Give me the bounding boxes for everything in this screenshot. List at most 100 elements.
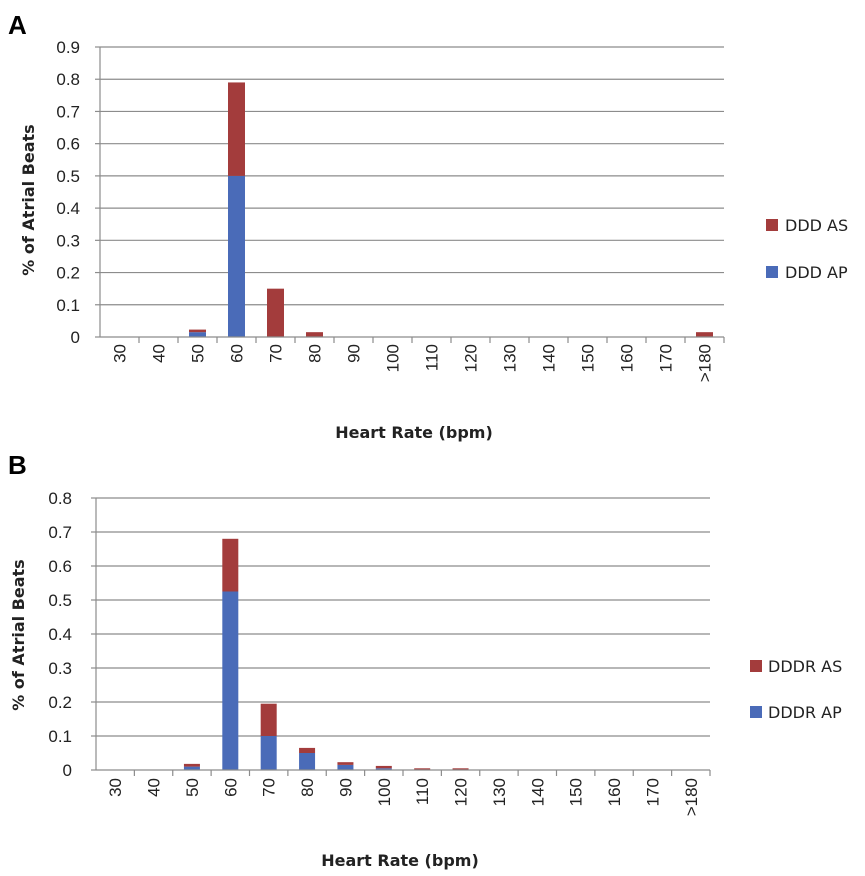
legend: DDD AS DDD AP <box>766 216 848 282</box>
panel-a: A 0 0.1 0.2 0.3 0.4 0.5 0.6 0.7 0.8 0.9 30 40 50 60 7… <box>8 10 848 442</box>
y-tick-label: 0.8 <box>48 489 72 508</box>
x-tick-label: 110 <box>423 344 442 371</box>
y-tick-label: 0.5 <box>48 591 72 610</box>
x-tick-label: 170 <box>643 778 662 806</box>
bar-as-60 <box>222 538 239 592</box>
x-axis-title: Heart Rate (bpm) <box>321 851 479 870</box>
bar-as-90 <box>337 762 354 765</box>
x-tick-label: 50 <box>189 344 208 363</box>
x-tick-label: 60 <box>221 778 240 797</box>
y-tick-label: 0.2 <box>48 693 72 712</box>
bars <box>189 82 713 337</box>
x-tick-label: 40 <box>150 344 169 363</box>
bar-ap-80 <box>299 753 316 770</box>
panel-label: A <box>8 10 27 40</box>
x-tick-label: 140 <box>528 778 547 806</box>
y-tick-label: 0.4 <box>48 625 72 644</box>
x-tick-label: 70 <box>267 344 286 363</box>
bar-as->180 <box>696 332 713 337</box>
bar-ap-60 <box>222 591 239 770</box>
panel-label: B <box>8 450 27 480</box>
x-tick-label: 120 <box>462 344 481 372</box>
bar-ap-60 <box>228 175 245 337</box>
x-tick-label: 160 <box>605 778 624 806</box>
grid-lines <box>96 497 710 737</box>
x-tick-label: 110 <box>413 778 432 805</box>
x-tick-label: 120 <box>452 778 471 806</box>
x-tick-label: 130 <box>490 778 509 806</box>
x-tick-label: 30 <box>106 778 125 797</box>
legend-swatch-as <box>766 219 778 231</box>
x-tick-labels: 30 40 50 60 70 80 90 100 110 120 130 140 150 160 170 >1… <box>111 344 715 382</box>
y-tick-label: 0.7 <box>48 523 72 542</box>
axes <box>95 46 725 343</box>
x-tick-label: 130 <box>501 344 520 372</box>
bar-as-60 <box>228 82 245 176</box>
bar-ap-50 <box>189 332 206 337</box>
bar-as-70 <box>260 703 277 736</box>
bar-as-120 <box>452 768 469 770</box>
legend-label-as: DDDR AS <box>768 657 842 676</box>
y-tick-labels: 0 0.1 0.2 0.3 0.4 0.5 0.6 0.7 0.8 <box>48 489 72 780</box>
legend-swatch-ap <box>750 706 762 718</box>
y-tick-labels: 0 0.1 0.2 0.3 0.4 0.5 0.6 0.7 0.8 0.9 <box>56 38 80 347</box>
x-tick-label: 170 <box>657 344 676 372</box>
bar-as-100 <box>375 765 392 769</box>
bar-ap-100 <box>375 768 392 770</box>
grid-lines <box>100 46 724 306</box>
y-tick-label: 0.9 <box>56 38 80 57</box>
x-tick-label: 90 <box>336 778 355 797</box>
legend-label-ap: DDD AP <box>785 263 848 282</box>
x-tick-label: 50 <box>183 778 202 797</box>
legend-label-as: DDD AS <box>785 216 848 235</box>
y-axis-title: % of Atrial Beats <box>9 559 28 710</box>
y-tick-label: 0.7 <box>56 102 80 121</box>
y-tick-label: 0.2 <box>56 264 80 283</box>
y-axis-title: % of Atrial Beats <box>19 124 38 275</box>
y-tick-label: 0.8 <box>56 70 80 89</box>
y-tick-label: 0.6 <box>48 557 72 576</box>
x-tick-label: 70 <box>260 778 279 797</box>
bar-as-80 <box>306 332 323 337</box>
y-tick-label: 0.3 <box>48 659 72 678</box>
x-tick-label: 60 <box>228 344 247 363</box>
axes <box>91 497 711 776</box>
y-tick-label: 0.4 <box>56 199 80 218</box>
bar-ap-70 <box>260 736 277 770</box>
x-tick-label: 150 <box>579 344 598 372</box>
x-axis-title: Heart Rate (bpm) <box>335 423 493 442</box>
x-tick-label: 140 <box>540 344 559 372</box>
x-tick-label: 100 <box>384 344 403 372</box>
panel-b: B 0 0.1 0.2 0.3 0.4 0.5 0.6 0.7 0.8 30 40 50 60 70 80… <box>8 450 842 870</box>
y-tick-label: 0.3 <box>56 231 80 250</box>
legend-swatch-ap <box>766 266 778 278</box>
x-tick-label: 150 <box>567 778 586 806</box>
bars <box>183 538 469 770</box>
y-tick-label: 0 <box>71 328 80 347</box>
legend-label-ap: DDDR AP <box>768 703 842 722</box>
x-tick-label: 90 <box>345 344 364 363</box>
legend: DDDR AS DDDR AP <box>750 657 842 722</box>
bar-as-50 <box>183 763 200 767</box>
x-tick-label: 80 <box>306 344 325 363</box>
x-tick-label: >180 <box>682 778 701 816</box>
bar-as-80 <box>299 747 316 753</box>
bar-as-70 <box>267 288 284 337</box>
y-tick-label: 0.1 <box>48 727 72 746</box>
bar-ap-50 <box>183 766 200 770</box>
bar-ap-90 <box>337 764 354 770</box>
x-tick-label: 30 <box>111 344 130 363</box>
x-tick-label: >180 <box>696 344 715 382</box>
x-tick-label: 80 <box>298 778 317 797</box>
y-tick-label: 0.6 <box>56 135 80 154</box>
y-tick-label: 0.1 <box>56 296 80 315</box>
x-tick-label: 100 <box>375 778 394 806</box>
legend-swatch-as <box>750 660 762 672</box>
y-tick-label: 0.5 <box>56 167 80 186</box>
bar-as-110 <box>414 768 431 770</box>
x-tick-label: 40 <box>145 778 164 797</box>
y-tick-label: 0 <box>63 761 72 780</box>
bar-as-50 <box>189 329 206 333</box>
x-tick-label: 160 <box>618 344 637 372</box>
